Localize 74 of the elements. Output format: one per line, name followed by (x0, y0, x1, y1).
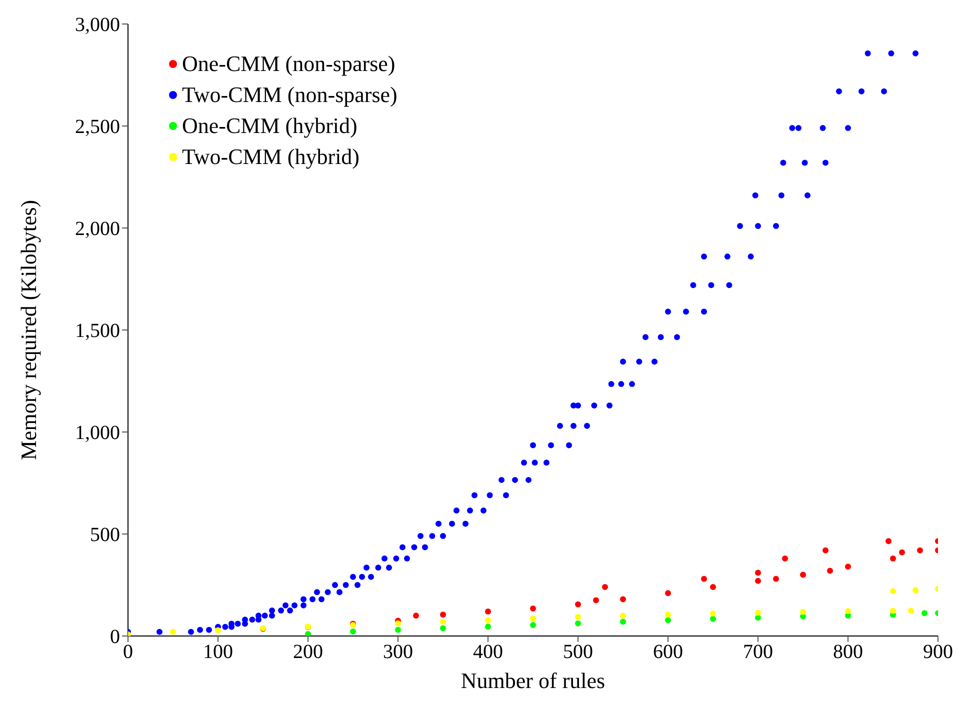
x-tick-label: 800 (833, 641, 863, 664)
x-tick-label: 200 (293, 641, 323, 664)
legend-label: Two-CMM (non-sparse) (182, 81, 398, 109)
point (710, 616, 716, 622)
point (755, 614, 761, 621)
point (665, 590, 671, 596)
point (827, 568, 833, 574)
point (485, 617, 491, 624)
point (593, 597, 599, 604)
point (530, 615, 536, 622)
point (440, 618, 446, 625)
point (890, 608, 896, 614)
x-tick-label: 700 (743, 641, 773, 664)
point (710, 584, 716, 590)
y-tick-label: 2,000 (75, 218, 120, 240)
point (800, 572, 806, 578)
point (395, 626, 401, 633)
point (620, 596, 626, 602)
point (485, 624, 491, 630)
y-tick-label: 0 (110, 626, 120, 648)
y-tick-label: 1,500 (75, 320, 120, 342)
y-tick-label: 3,000 (75, 14, 120, 36)
point (575, 614, 581, 620)
legend-label: One-CMM (hybrid) (182, 112, 358, 140)
point (890, 555, 896, 562)
point (782, 555, 788, 562)
point (755, 578, 761, 584)
point (620, 612, 626, 619)
point (575, 601, 581, 608)
point (530, 605, 536, 612)
point (665, 617, 671, 624)
point (755, 570, 761, 576)
point (899, 549, 905, 556)
point (620, 618, 626, 625)
point (773, 576, 779, 582)
point (413, 612, 419, 619)
y-tick-label: 1,000 (75, 422, 120, 444)
point (530, 622, 536, 628)
point (710, 610, 716, 617)
x-tick-label: 600 (653, 641, 683, 664)
point (845, 564, 851, 570)
y-tick-label: 500 (90, 524, 120, 546)
point (575, 620, 581, 626)
point (886, 538, 892, 544)
point (822, 547, 828, 554)
point (908, 608, 914, 614)
point (917, 547, 923, 554)
point (845, 608, 851, 614)
x-tick-label: 100 (203, 641, 233, 664)
point (602, 584, 608, 590)
x-axis-title: Number of rules (460, 668, 606, 693)
point (215, 627, 221, 634)
point (701, 576, 707, 582)
point (440, 625, 446, 632)
x-tick-label: 400 (473, 641, 503, 664)
x-tick-label: 300 (383, 641, 413, 664)
point (665, 612, 671, 618)
x-tick-label: 900 (923, 641, 953, 664)
point (912, 587, 918, 594)
y-axis-title: Memory required (Kilobytes) (16, 200, 41, 460)
point (395, 620, 401, 626)
x-tick-label: 500 (563, 641, 593, 664)
point (485, 608, 491, 615)
legend-label: One-CMM (non-sparse) (182, 50, 396, 78)
y-tick-label: 2,500 (75, 116, 120, 138)
point (755, 610, 761, 616)
point (922, 610, 928, 616)
point (440, 612, 446, 618)
point (800, 608, 806, 615)
point (170, 628, 176, 635)
legend-label: Two-CMM (hybrid) (182, 143, 360, 171)
point (890, 588, 896, 594)
point (350, 628, 356, 635)
point (305, 630, 311, 636)
